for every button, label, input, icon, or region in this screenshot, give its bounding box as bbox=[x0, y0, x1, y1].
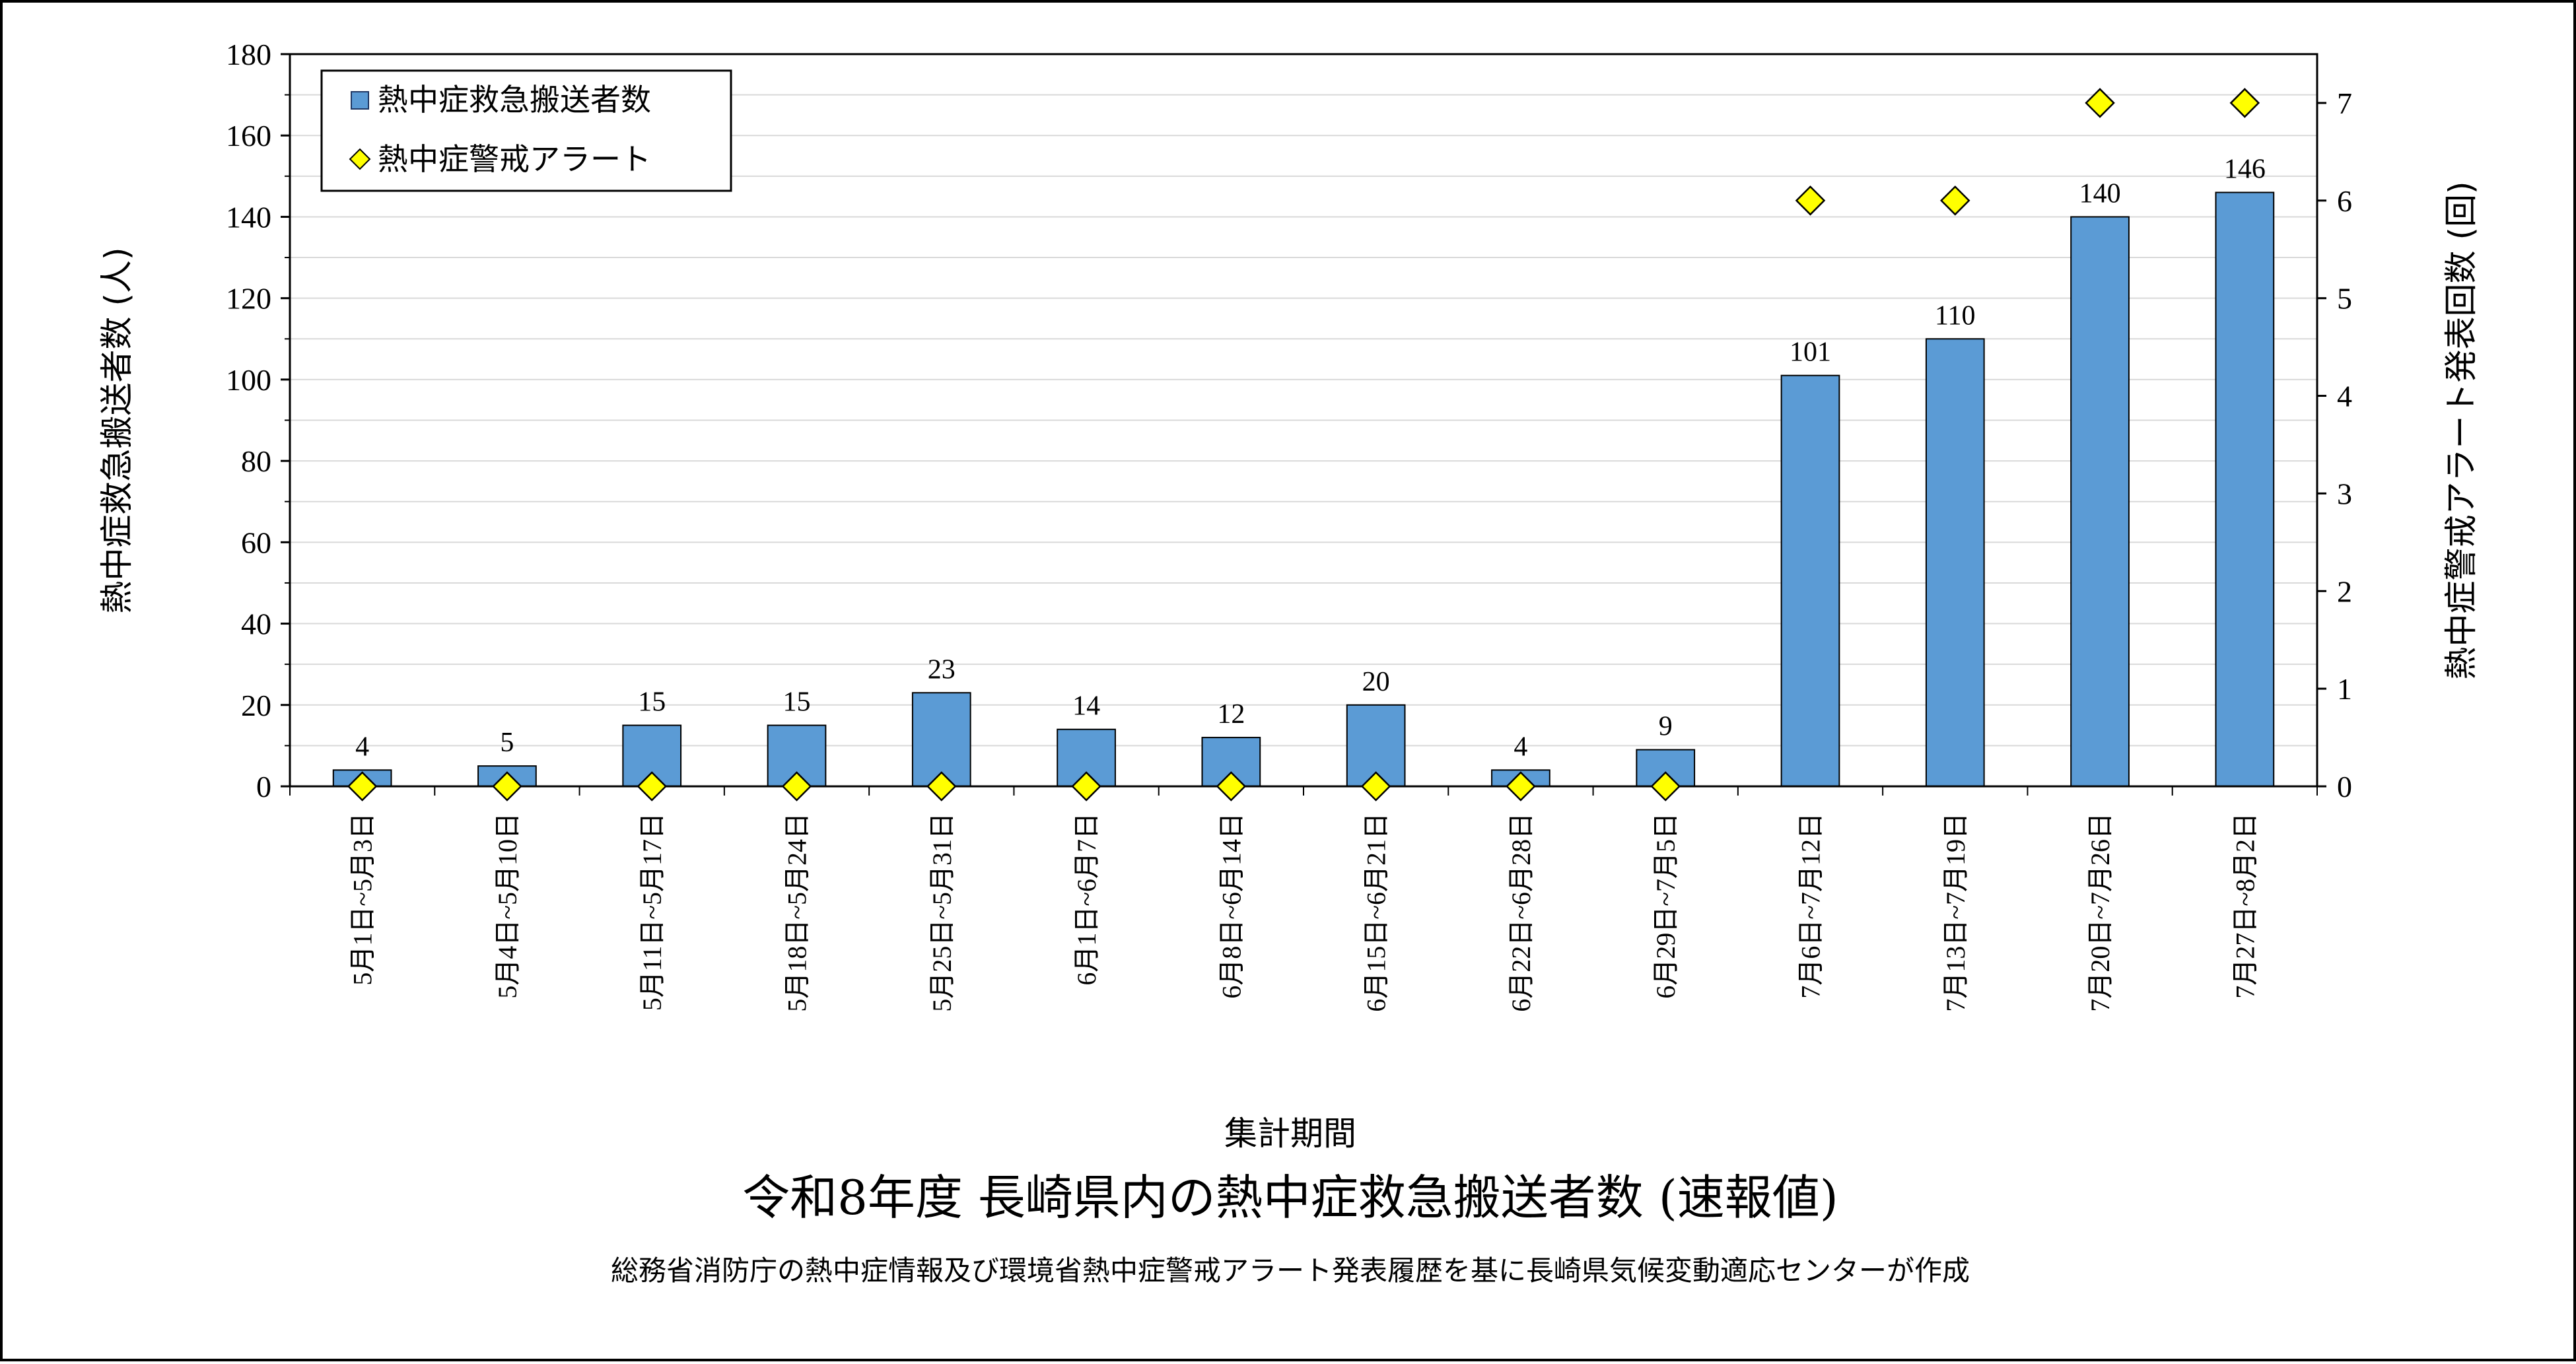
category-label: 6月15日~6月21日 bbox=[1362, 813, 1391, 1012]
bar-value-label: 20 bbox=[1362, 667, 1390, 697]
legend-box bbox=[320, 69, 732, 192]
category-label: 6月1日~6月7日 bbox=[1072, 813, 1101, 986]
bar-value-label: 4 bbox=[1514, 732, 1527, 762]
y-tick-label: 160 bbox=[226, 119, 271, 153]
category-label: 5月11日~5月17日 bbox=[637, 813, 667, 1011]
bar-value-label: 15 bbox=[638, 687, 666, 718]
category-label: 5月4日~5月10日 bbox=[493, 813, 522, 999]
category-label: 5月18日~5月24日 bbox=[783, 813, 812, 1012]
alert-marker bbox=[2085, 88, 2115, 118]
y-tick-label: 0 bbox=[256, 770, 271, 803]
y2-tick-label: 2 bbox=[2337, 574, 2352, 608]
y2-tick-label: 7 bbox=[2337, 86, 2352, 120]
bar-value-label: 9 bbox=[1659, 712, 1673, 742]
bar-value-label: 110 bbox=[1935, 300, 1975, 331]
bar-value-label: 23 bbox=[928, 654, 956, 685]
alert-marker bbox=[1650, 771, 1681, 801]
alert-marker bbox=[637, 771, 667, 801]
alert-marker bbox=[1071, 771, 1101, 801]
category-label: 7月27日~8月2日 bbox=[2230, 813, 2260, 999]
y2-tick-label: 3 bbox=[2337, 477, 2352, 510]
bar-value-label: 15 bbox=[783, 687, 811, 718]
alert-marker bbox=[1360, 771, 1391, 801]
y2-tick-label: 0 bbox=[2337, 770, 2352, 803]
bar-value-label: 14 bbox=[1072, 691, 1100, 722]
bar bbox=[1780, 374, 1840, 787]
bar-value-label: 5 bbox=[500, 728, 514, 758]
category-label: 7月13日~7月19日 bbox=[1941, 813, 1970, 1012]
alert-marker bbox=[1506, 771, 1536, 801]
chart-subtitle: 総務省消防庁の熱中症情報及び環境省熱中症警戒アラート発表履歴を基に長崎県気候変動… bbox=[611, 1254, 1970, 1287]
alert-marker bbox=[347, 771, 378, 801]
category-label: 7月6日~7月12日 bbox=[1796, 813, 1826, 999]
bar bbox=[2070, 216, 2130, 787]
y-tick-label: 100 bbox=[226, 363, 271, 397]
legend-diamond-label: 熱中症警戒アラート bbox=[378, 141, 651, 177]
alert-marker bbox=[781, 771, 812, 801]
alert-marker bbox=[926, 771, 957, 801]
bar-value-label: 146 bbox=[2224, 154, 2266, 184]
y-tick-label: 60 bbox=[241, 526, 271, 559]
category-labels: 5月1日~5月3日 5月4日~5月10日 5月11日~5月17日 5月18日~5月24… bbox=[348, 813, 2260, 1012]
y-tick-label: 20 bbox=[241, 689, 271, 722]
bar-value-label: 101 bbox=[1790, 337, 1831, 368]
data-labels: 4 5 15 15 23 14 12 20 4 9 101 110 140 146 bbox=[355, 154, 2266, 762]
y2-tick-label: 5 bbox=[2337, 282, 2352, 316]
chart-title: 令和8年度 長崎県内の熱中症救急搬送者数 (速報値) bbox=[742, 1170, 1838, 1225]
y-axis-title: 熱中症救急搬送者数 (人) bbox=[98, 248, 136, 614]
bar bbox=[911, 692, 971, 787]
alert-marker bbox=[2229, 88, 2260, 118]
bar-value-label: 4 bbox=[355, 732, 369, 762]
y2-tick-label: 6 bbox=[2337, 184, 2352, 218]
alert-marker bbox=[1940, 186, 1970, 216]
bar bbox=[2215, 191, 2275, 787]
y2-tick-label: 4 bbox=[2337, 380, 2352, 413]
alert-marker bbox=[492, 771, 522, 801]
y-tick-label: 140 bbox=[226, 200, 271, 234]
alert-marker bbox=[1216, 771, 1247, 801]
category-label: 6月8日~6月14日 bbox=[1216, 813, 1246, 999]
y2-tick-label: 1 bbox=[2337, 672, 2352, 706]
y-tick-label: 120 bbox=[226, 282, 271, 316]
category-label: 5月1日~5月3日 bbox=[348, 813, 378, 986]
category-label: 6月29日~7月5日 bbox=[1651, 813, 1681, 999]
y-tick-label: 80 bbox=[241, 444, 271, 478]
category-label: 7月20日~7月26日 bbox=[2085, 813, 2115, 1012]
category-label: 5月25日~5月31日 bbox=[927, 813, 957, 1012]
y-tick-label: 180 bbox=[226, 38, 271, 71]
bar-value-label: 12 bbox=[1217, 699, 1245, 730]
y2-axis-title: 熱中症警戒アラート発表回数 (回) bbox=[2442, 182, 2480, 680]
legend-diamond-swatch bbox=[349, 148, 371, 170]
legend-bar-swatch bbox=[351, 91, 369, 110]
bar-series bbox=[332, 191, 2275, 788]
category-label: 6月22日~6月28日 bbox=[1506, 813, 1536, 1012]
y-tick-label: 40 bbox=[241, 607, 271, 641]
diamond-series bbox=[347, 88, 2260, 801]
bar bbox=[1925, 338, 1985, 787]
x-axis-title: 集計期間 bbox=[1224, 1114, 1356, 1153]
alert-marker bbox=[1795, 186, 1826, 216]
legend: 熱中症救急搬送者数 熱中症警戒アラート bbox=[320, 69, 732, 192]
legend-bar-label: 熱中症救急搬送者数 bbox=[378, 82, 651, 118]
bar-value-label: 140 bbox=[2079, 178, 2121, 209]
